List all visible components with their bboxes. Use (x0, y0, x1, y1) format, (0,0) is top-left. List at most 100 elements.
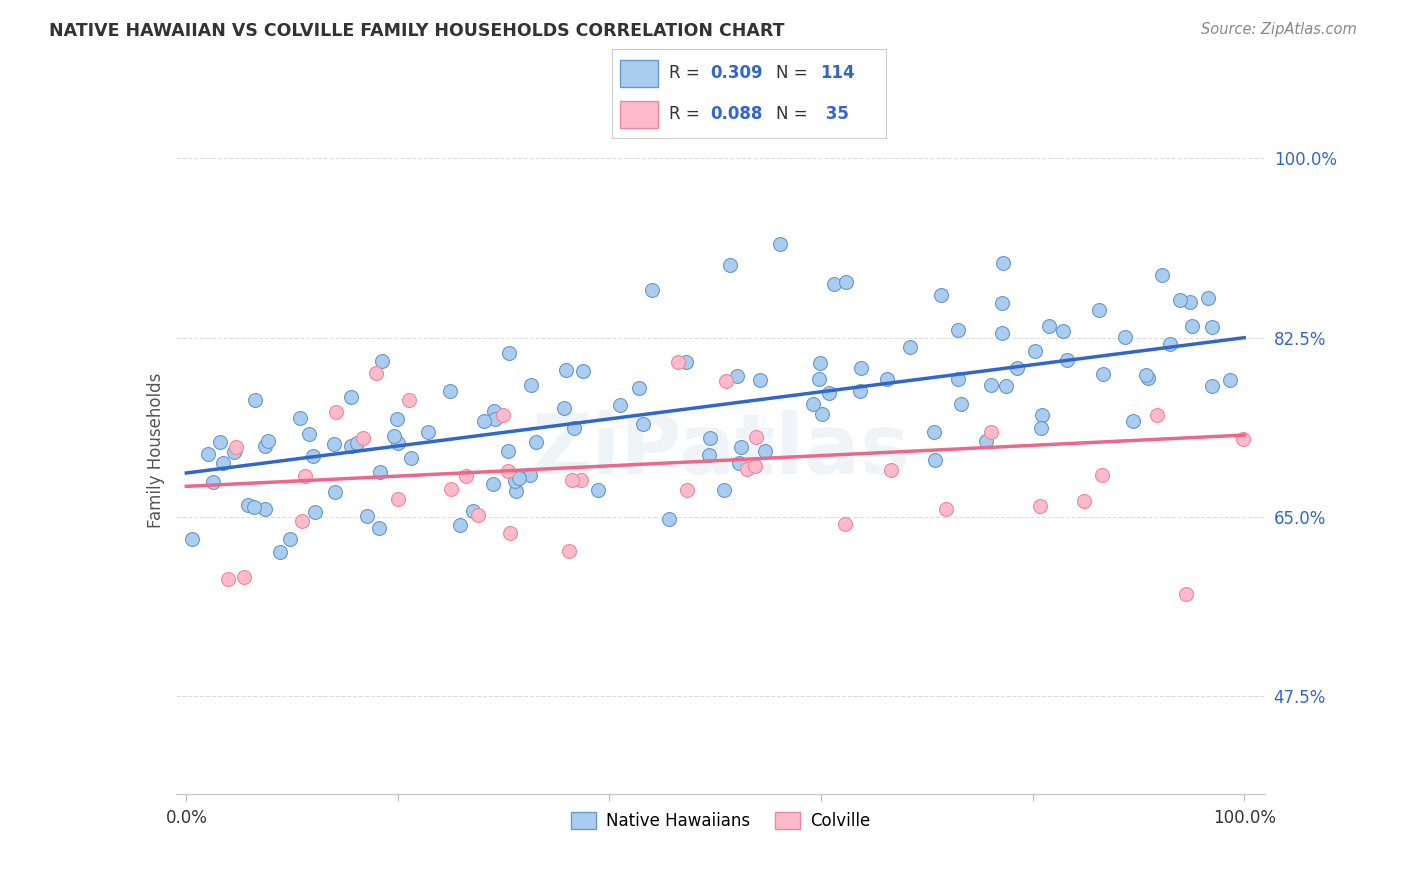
Point (304, 505, 326, 519)
Point (1201, 379, 1223, 393)
Point (290, 411, 312, 425)
Point (1219, 373, 1241, 387)
Point (463, 504, 485, 518)
Point (526, 435, 548, 450)
Point (754, 443, 776, 458)
Text: NATIVE HAWAIIAN VS COLVILLE FAMILY HOUSEHOLDS CORRELATION CHART: NATIVE HAWAIIAN VS COLVILLE FAMILY HOUSE… (49, 22, 785, 40)
Point (714, 375, 737, 389)
Point (849, 360, 872, 375)
Point (242, 500, 264, 514)
Point (236, 498, 259, 512)
Point (980, 378, 1002, 392)
Point (225, 441, 247, 455)
Point (725, 368, 748, 383)
Text: R =: R = (669, 105, 706, 123)
FancyBboxPatch shape (620, 60, 658, 87)
Point (1052, 325, 1074, 339)
Point (1005, 361, 1028, 376)
Point (713, 483, 735, 497)
Text: 0.088: 0.088 (710, 105, 762, 123)
Point (974, 434, 997, 448)
Point (586, 483, 609, 498)
Point (641, 283, 664, 297)
Point (835, 275, 858, 289)
Point (562, 420, 585, 434)
Point (1056, 353, 1078, 368)
Point (1114, 330, 1136, 344)
Point (1150, 268, 1173, 282)
Point (467, 508, 489, 522)
Point (505, 483, 527, 498)
Point (217, 572, 239, 586)
Point (367, 521, 389, 535)
Point (370, 465, 392, 479)
Point (993, 256, 1015, 270)
Point (699, 431, 721, 445)
Point (498, 464, 520, 478)
Point (1197, 291, 1219, 305)
Point (508, 471, 530, 485)
Point (256, 434, 278, 448)
Point (302, 449, 325, 463)
Point (929, 287, 952, 301)
Point (991, 296, 1014, 310)
Point (991, 326, 1014, 341)
Point (876, 372, 898, 386)
Point (208, 435, 231, 450)
Point (946, 371, 969, 385)
Point (340, 439, 363, 453)
Point (627, 381, 650, 395)
Point (697, 448, 720, 462)
Point (718, 258, 741, 272)
Point (980, 425, 1002, 439)
Point (211, 456, 233, 470)
Point (454, 468, 477, 483)
Point (491, 409, 513, 423)
Point (571, 364, 593, 378)
Point (1031, 421, 1053, 435)
Point (498, 345, 520, 359)
FancyBboxPatch shape (620, 101, 658, 128)
Point (879, 462, 901, 476)
Point (818, 385, 841, 400)
Point (811, 407, 834, 421)
Point (484, 404, 506, 418)
Point (253, 502, 276, 516)
Point (243, 392, 266, 407)
Point (995, 379, 1018, 393)
Point (666, 355, 689, 369)
Point (496, 444, 519, 458)
Y-axis label: Family Households: Family Households (146, 373, 165, 528)
Point (553, 401, 575, 415)
Point (807, 372, 830, 386)
Point (232, 570, 254, 584)
Point (371, 353, 394, 368)
Point (609, 398, 631, 412)
Text: 114: 114 (820, 64, 855, 82)
Point (224, 445, 246, 459)
Point (1073, 494, 1095, 508)
Point (823, 277, 845, 291)
Point (848, 384, 870, 398)
Point (398, 392, 420, 407)
Point (1178, 295, 1201, 310)
Point (291, 514, 314, 528)
Text: Source: ZipAtlas.com: Source: ZipAtlas.com (1201, 22, 1357, 37)
Point (1091, 467, 1114, 482)
Point (1232, 432, 1254, 446)
Point (484, 412, 506, 426)
Point (1168, 293, 1191, 307)
Point (1091, 368, 1114, 382)
Point (197, 446, 219, 460)
Point (202, 475, 225, 490)
Point (418, 425, 440, 440)
Point (385, 412, 408, 426)
Point (1088, 302, 1111, 317)
Point (769, 236, 792, 251)
Point (1159, 337, 1181, 351)
Point (735, 461, 758, 475)
Point (801, 397, 824, 411)
Point (519, 468, 541, 483)
Point (325, 485, 347, 500)
Point (224, 442, 246, 457)
